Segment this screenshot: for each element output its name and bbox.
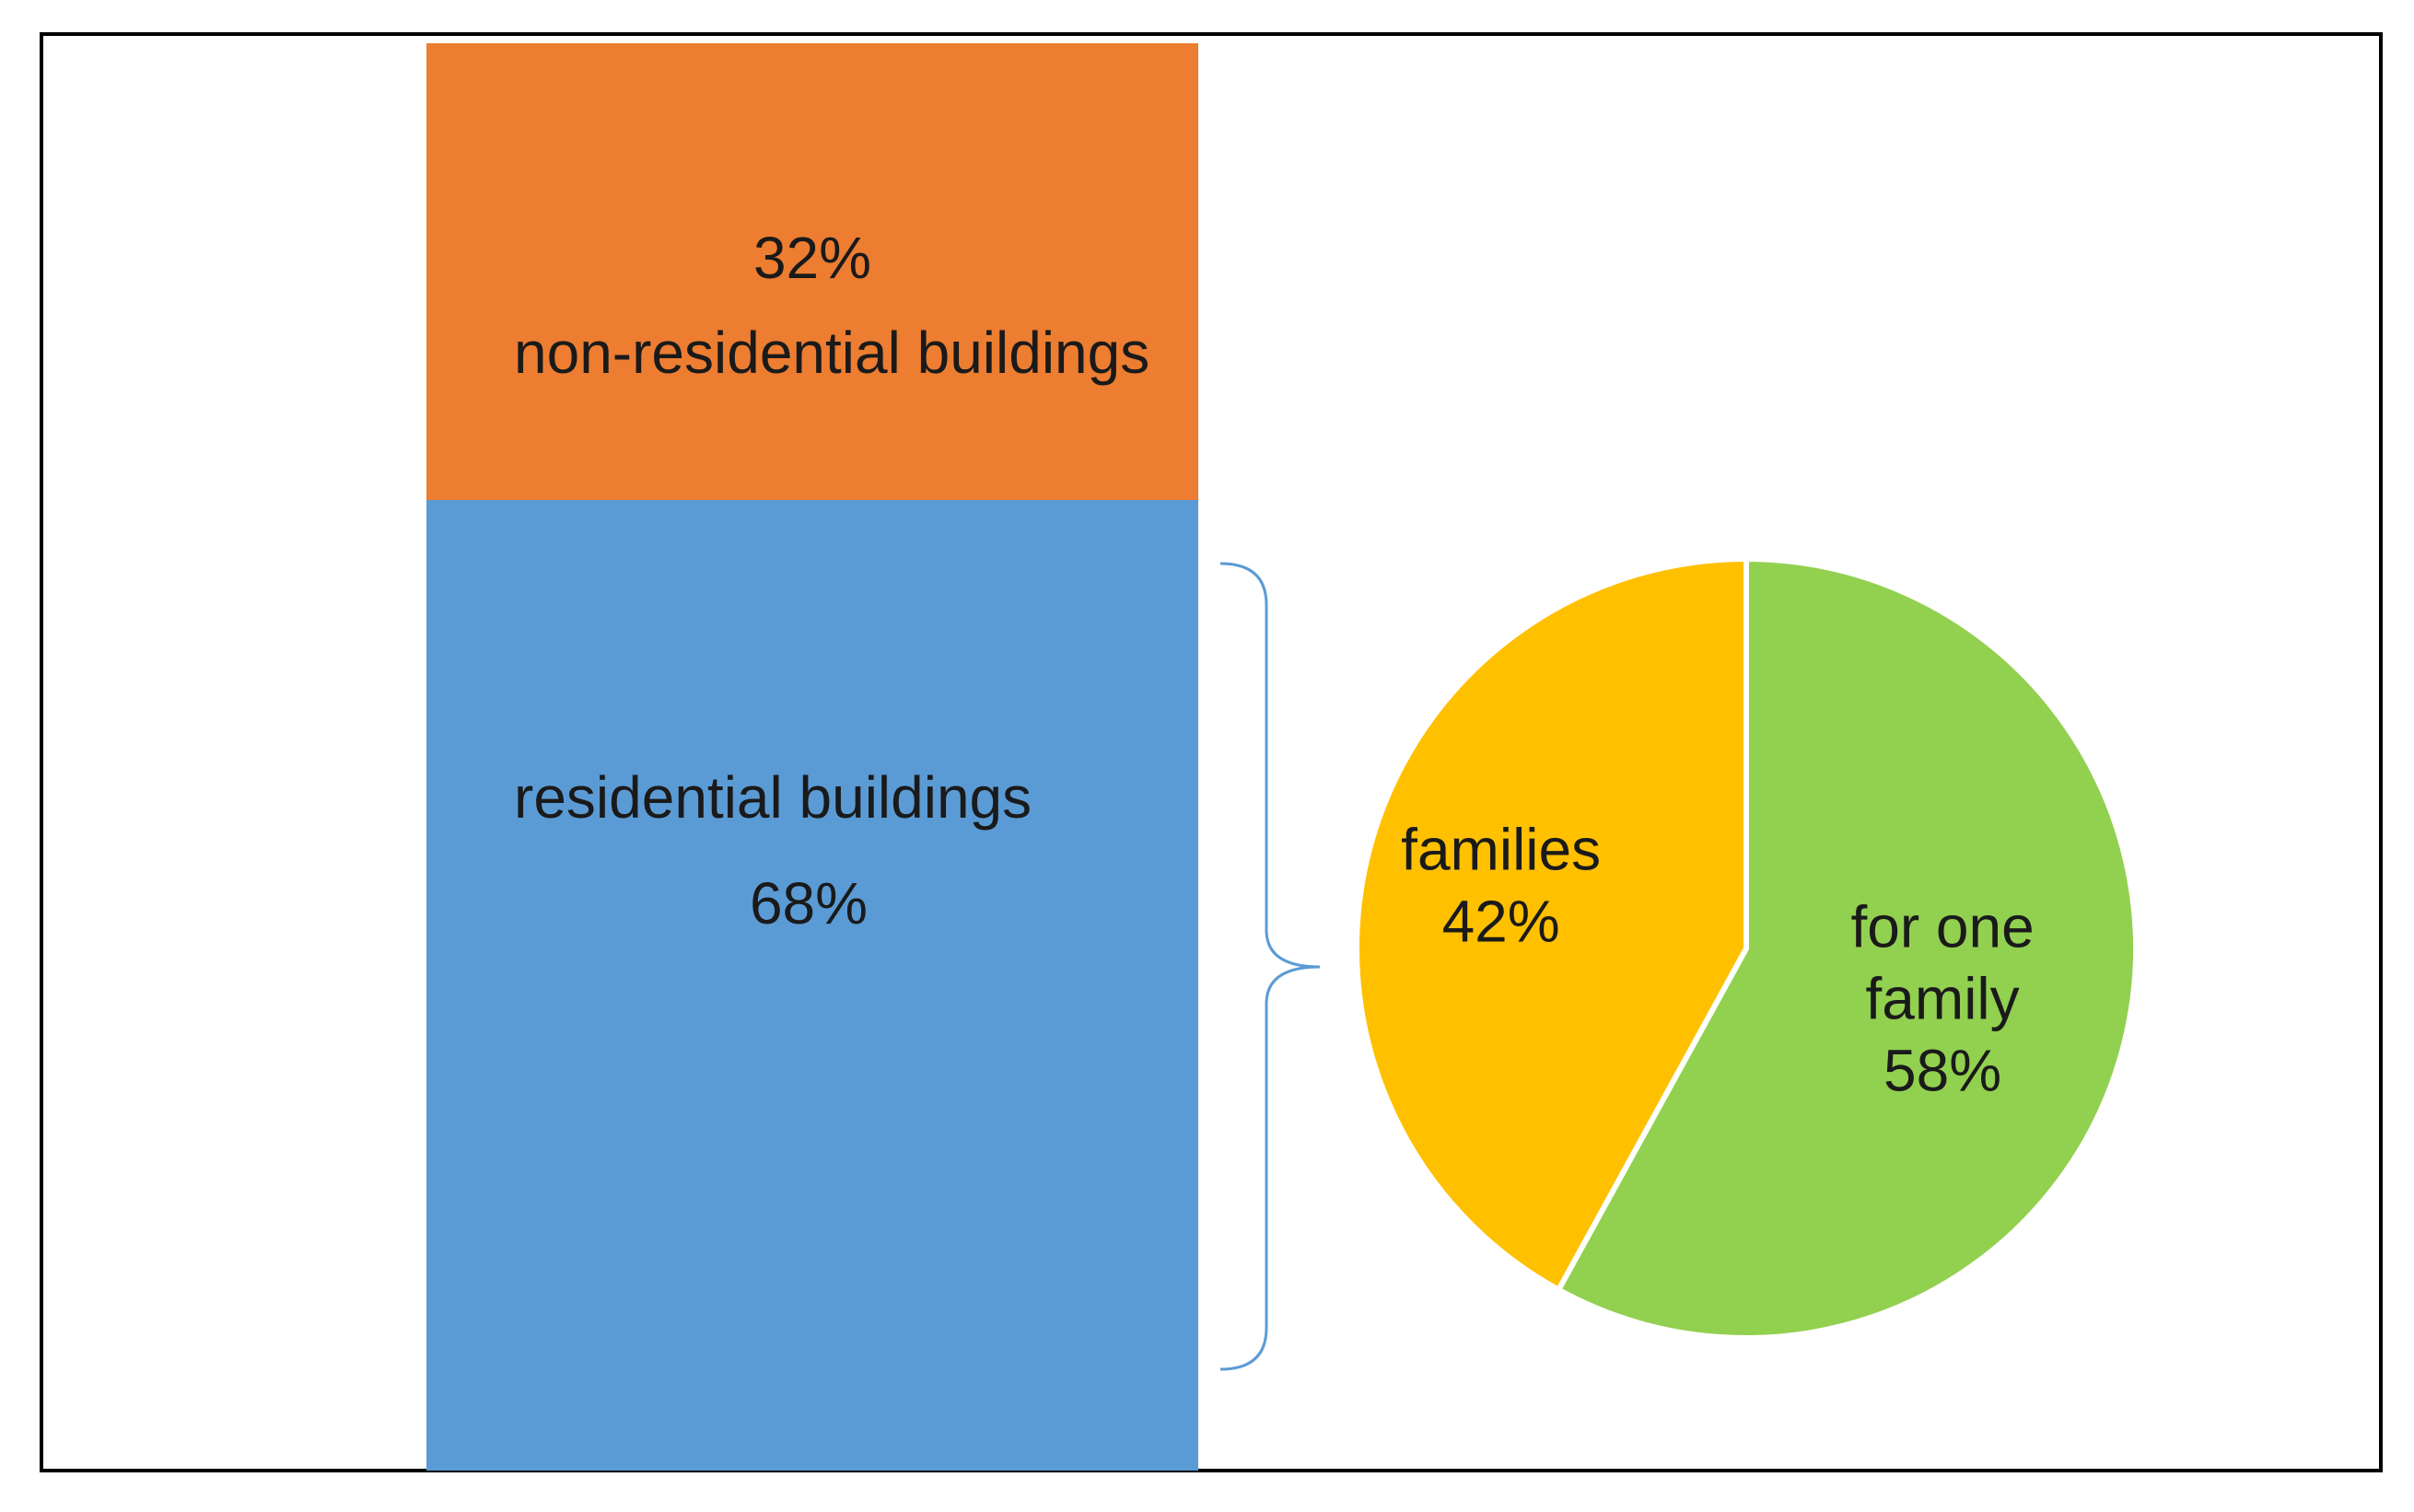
pie-slice-label: for one: [1850, 894, 2034, 960]
pie-value-label: 42%: [1442, 889, 1560, 955]
pie-slice-label: families: [1401, 817, 1601, 883]
brace-path: [1219, 562, 1321, 1371]
bar-value-label: 32%: [753, 225, 871, 291]
bar-segment-label: non-residential buildings: [514, 320, 1149, 386]
pie-slice-1: [1354, 555, 1749, 1294]
pie-slice-0: [1555, 555, 2139, 1341]
stacked-bar: residential buildings 68% 32% non-residenti…: [426, 43, 1198, 1471]
bar-segment-1: [426, 43, 1198, 500]
pie-value-label: 58%: [1883, 1038, 2001, 1104]
bar-value-label: 68%: [750, 870, 868, 936]
pie-slice-label: family: [1866, 966, 2020, 1032]
bar-segment-0: [426, 500, 1198, 1471]
brace-connector: [1219, 562, 1321, 1371]
bar-segment-label: residential buildings: [514, 764, 1032, 831]
